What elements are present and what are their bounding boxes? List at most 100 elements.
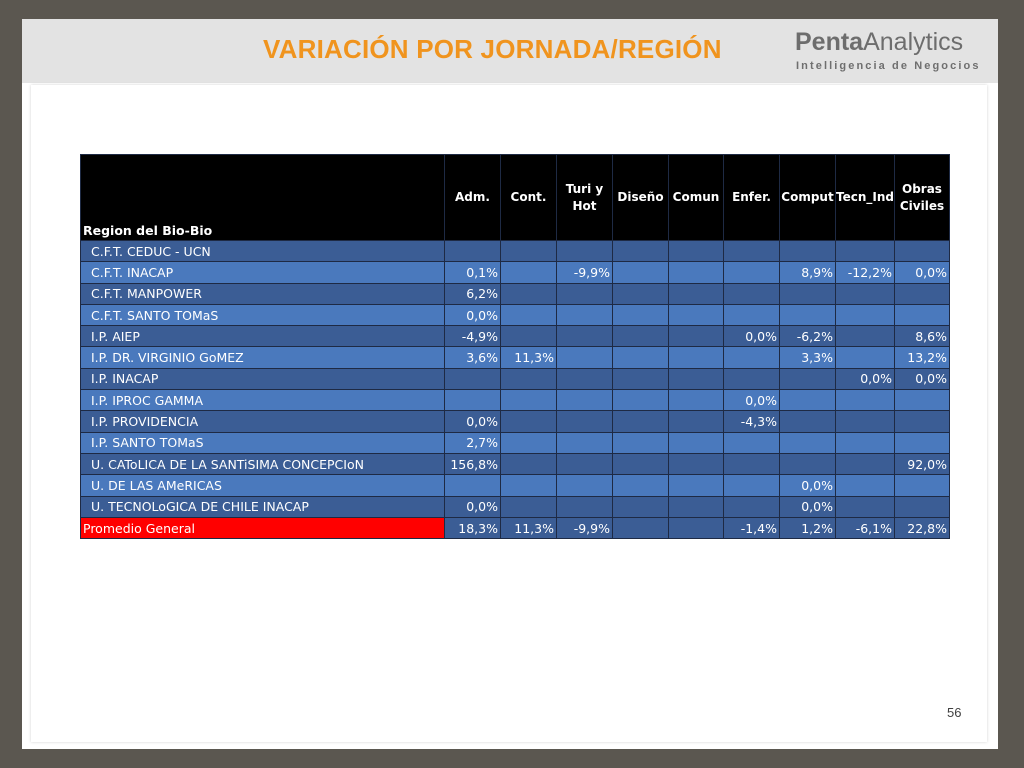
table-cell — [500, 431, 557, 454]
table-cell — [835, 474, 895, 497]
table-cell — [668, 261, 724, 284]
table-cell: 0,0% — [779, 495, 836, 518]
table-cell — [779, 431, 836, 454]
table-cell — [893, 303, 950, 327]
institution-name: I.P. AIEP — [80, 325, 445, 348]
table-cell — [612, 239, 669, 263]
table-cell — [893, 239, 950, 263]
table-cell — [668, 516, 724, 540]
table-cell — [893, 410, 950, 433]
table-cell: 8,9% — [779, 261, 836, 284]
table-cell — [556, 325, 613, 348]
table-cell — [668, 495, 724, 518]
header-band — [22, 19, 998, 83]
variation-table: Region del Bio-Bio Adm. Cont. Turi y Hot… — [80, 154, 950, 540]
table-cell — [612, 346, 669, 369]
table-cell: 0,0% — [723, 389, 780, 412]
table-row: U. CAToLICA DE LA SANTiSIMA CONCEPCIoN 15… — [80, 452, 950, 476]
table-cell — [779, 239, 836, 263]
table-cell — [893, 431, 950, 454]
table-cell — [893, 389, 950, 412]
institution-name: I.P. SANTO TOMaS — [80, 431, 445, 454]
table-cell — [779, 389, 836, 412]
table-cell — [556, 495, 613, 518]
table-cell — [500, 303, 557, 327]
table-cell — [779, 303, 836, 327]
institution-name: I.P. IPROC GAMMA — [80, 389, 445, 412]
institution-name: C.F.T. MANPOWER — [80, 282, 445, 305]
table-cell: -4,3% — [723, 410, 780, 433]
table-cell — [668, 410, 724, 433]
table-cell — [444, 239, 501, 263]
company-logo: PentaAnalytics Intelligencia de Negocios — [795, 28, 978, 78]
table-cell — [444, 389, 501, 412]
institution-name: C.F.T. SANTO TOMaS — [80, 303, 445, 327]
column-header: Adm. — [444, 154, 501, 241]
table-cell — [723, 303, 780, 327]
table-cell — [835, 389, 895, 412]
table-cell — [723, 367, 780, 391]
table-row: C.F.T. INACAP 0,1% -9,9% 8,9% -12,2% 0,0% — [80, 261, 950, 284]
average-label: Promedio General — [80, 516, 445, 540]
page-title: VARIACIÓN POR JORNADA/REGIÓN — [263, 34, 722, 64]
table-row: I.P. DR. VIRGINIO GoMEZ 3,6% 11,3% 3,3% 13,2… — [80, 346, 950, 369]
table-cell: 0,0% — [444, 495, 501, 518]
table-cell: 0,0% — [893, 261, 950, 284]
table-row: I.P. SANTO TOMaS 2,7% — [80, 431, 950, 454]
table-cell — [835, 282, 895, 305]
table-cell — [444, 474, 501, 497]
table-cell — [612, 325, 669, 348]
institution-name: C.F.T. CEDUC - UCN — [80, 239, 445, 263]
table-cell: -4,9% — [444, 325, 501, 348]
logo-tagline: Intelligencia de Negocios — [796, 60, 981, 72]
region-header: Region del Bio-Bio — [80, 154, 445, 241]
table-cell — [612, 410, 669, 433]
table-body: C.F.T. CEDUC - UCN C.F.T. INACAP 0,1% -9,9%… — [80, 239, 950, 540]
column-header: Diseño — [612, 154, 669, 241]
table-cell — [500, 474, 557, 497]
table-cell — [835, 410, 895, 433]
institution-name: C.F.T. INACAP — [80, 261, 445, 284]
table-cell — [723, 431, 780, 454]
table-cell: 1,2% — [779, 516, 836, 540]
table-header-row: Region del Bio-Bio Adm. Cont. Turi y Hot… — [80, 154, 950, 241]
table-cell — [500, 239, 557, 263]
table-cell — [723, 261, 780, 284]
column-header: Cont. — [500, 154, 557, 241]
table-cell — [668, 239, 724, 263]
table-cell: 2,7% — [444, 431, 501, 454]
table-cell — [835, 495, 895, 518]
table-cell — [723, 474, 780, 497]
table-cell — [612, 431, 669, 454]
table-cell: -1,4% — [723, 516, 780, 540]
table-cell: 11,3% — [500, 346, 557, 369]
institution-name: U. TECNOLoGICA DE CHILE INACAP — [80, 495, 445, 518]
table-cell — [779, 452, 836, 476]
page-number: 56 — [947, 705, 962, 720]
slide: VARIACIÓN POR JORNADA/REGIÓN PentaAnalyt… — [22, 19, 998, 749]
table-row: I.P. PROVIDENCIA 0,0% -4,3% — [80, 410, 950, 433]
table-cell: 3,6% — [444, 346, 501, 369]
table-cell — [612, 261, 669, 284]
column-header: Tecn_Ind — [835, 154, 895, 241]
table-cell: 11,3% — [500, 516, 557, 540]
table-cell — [500, 452, 557, 476]
table-cell: 0,0% — [444, 303, 501, 327]
column-header: Comput — [779, 154, 836, 241]
table-cell: 0,0% — [893, 367, 950, 391]
table-cell: 13,2% — [893, 346, 950, 369]
table-cell — [444, 367, 501, 391]
table-cell — [556, 239, 613, 263]
table-cell — [500, 325, 557, 348]
table-row: C.F.T. MANPOWER 6,2% — [80, 282, 950, 305]
table-cell: 156,8% — [444, 452, 501, 476]
table-cell: -12,2% — [835, 261, 895, 284]
table-cell — [612, 303, 669, 327]
table-cell: 18,3% — [444, 516, 501, 540]
table-cell — [668, 303, 724, 327]
table-cell — [500, 367, 557, 391]
table-cell — [668, 325, 724, 348]
table-cell: 22,8% — [893, 516, 950, 540]
table-cell — [668, 346, 724, 369]
logo-light-text: Analytics — [863, 28, 964, 56]
